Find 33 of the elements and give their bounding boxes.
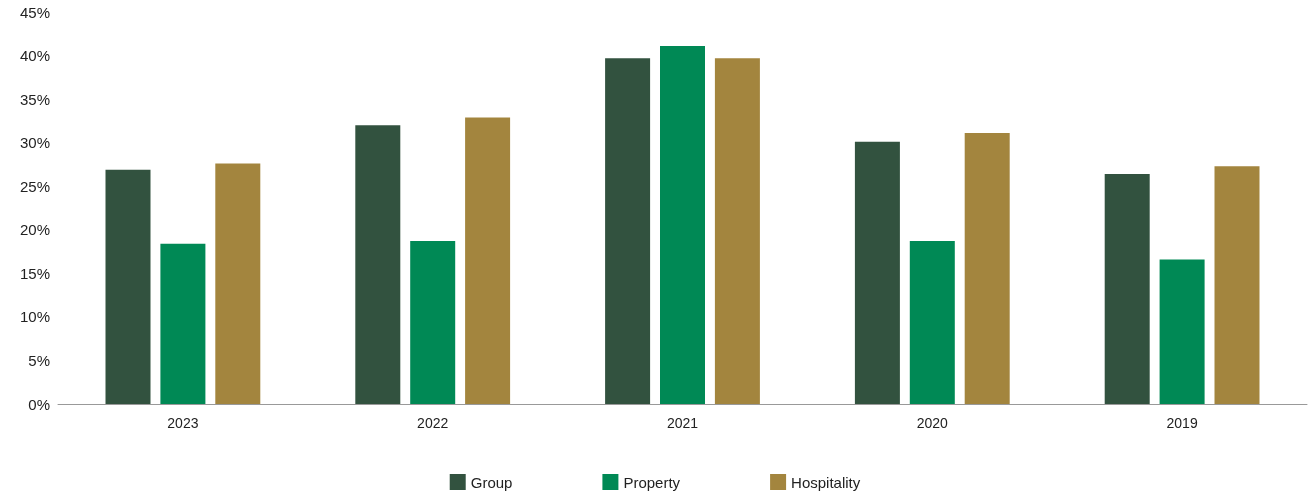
y-tick-label: 25% xyxy=(19,177,50,195)
bar xyxy=(909,241,955,404)
x-tick-label: 2021 xyxy=(666,415,699,431)
bar xyxy=(1159,259,1205,404)
y-tick-label: 0% xyxy=(28,395,50,413)
bar xyxy=(1214,166,1260,404)
bar xyxy=(660,45,705,404)
y-tick-label: 10% xyxy=(19,308,50,326)
legend-label: Property xyxy=(623,473,681,491)
y-tick-label: 20% xyxy=(19,221,50,239)
y-tick-label: 40% xyxy=(19,47,50,65)
x-tick-label: 2023 xyxy=(167,415,199,431)
y-tick-label: 35% xyxy=(19,90,50,108)
bar xyxy=(465,117,511,404)
y-tick-label: 30% xyxy=(19,134,50,152)
legend-label: Hospitality xyxy=(791,473,861,491)
bar xyxy=(410,241,456,404)
bar xyxy=(964,133,1010,404)
y-tick-label: 5% xyxy=(28,351,50,369)
y-tick-label: 15% xyxy=(19,264,50,282)
legend-label: Group xyxy=(470,473,513,491)
x-tick-label: 2019 xyxy=(1166,415,1198,431)
x-tick-label: 2020 xyxy=(916,415,949,431)
bar xyxy=(355,125,401,404)
y-tick-label: 45% xyxy=(19,3,50,21)
bar xyxy=(854,141,900,404)
x-tick-label: 2022 xyxy=(417,415,449,431)
bar xyxy=(160,243,206,404)
bar xyxy=(215,163,261,404)
bar xyxy=(1104,174,1150,404)
bar xyxy=(605,58,651,404)
bar xyxy=(714,58,760,404)
bar xyxy=(105,169,151,404)
